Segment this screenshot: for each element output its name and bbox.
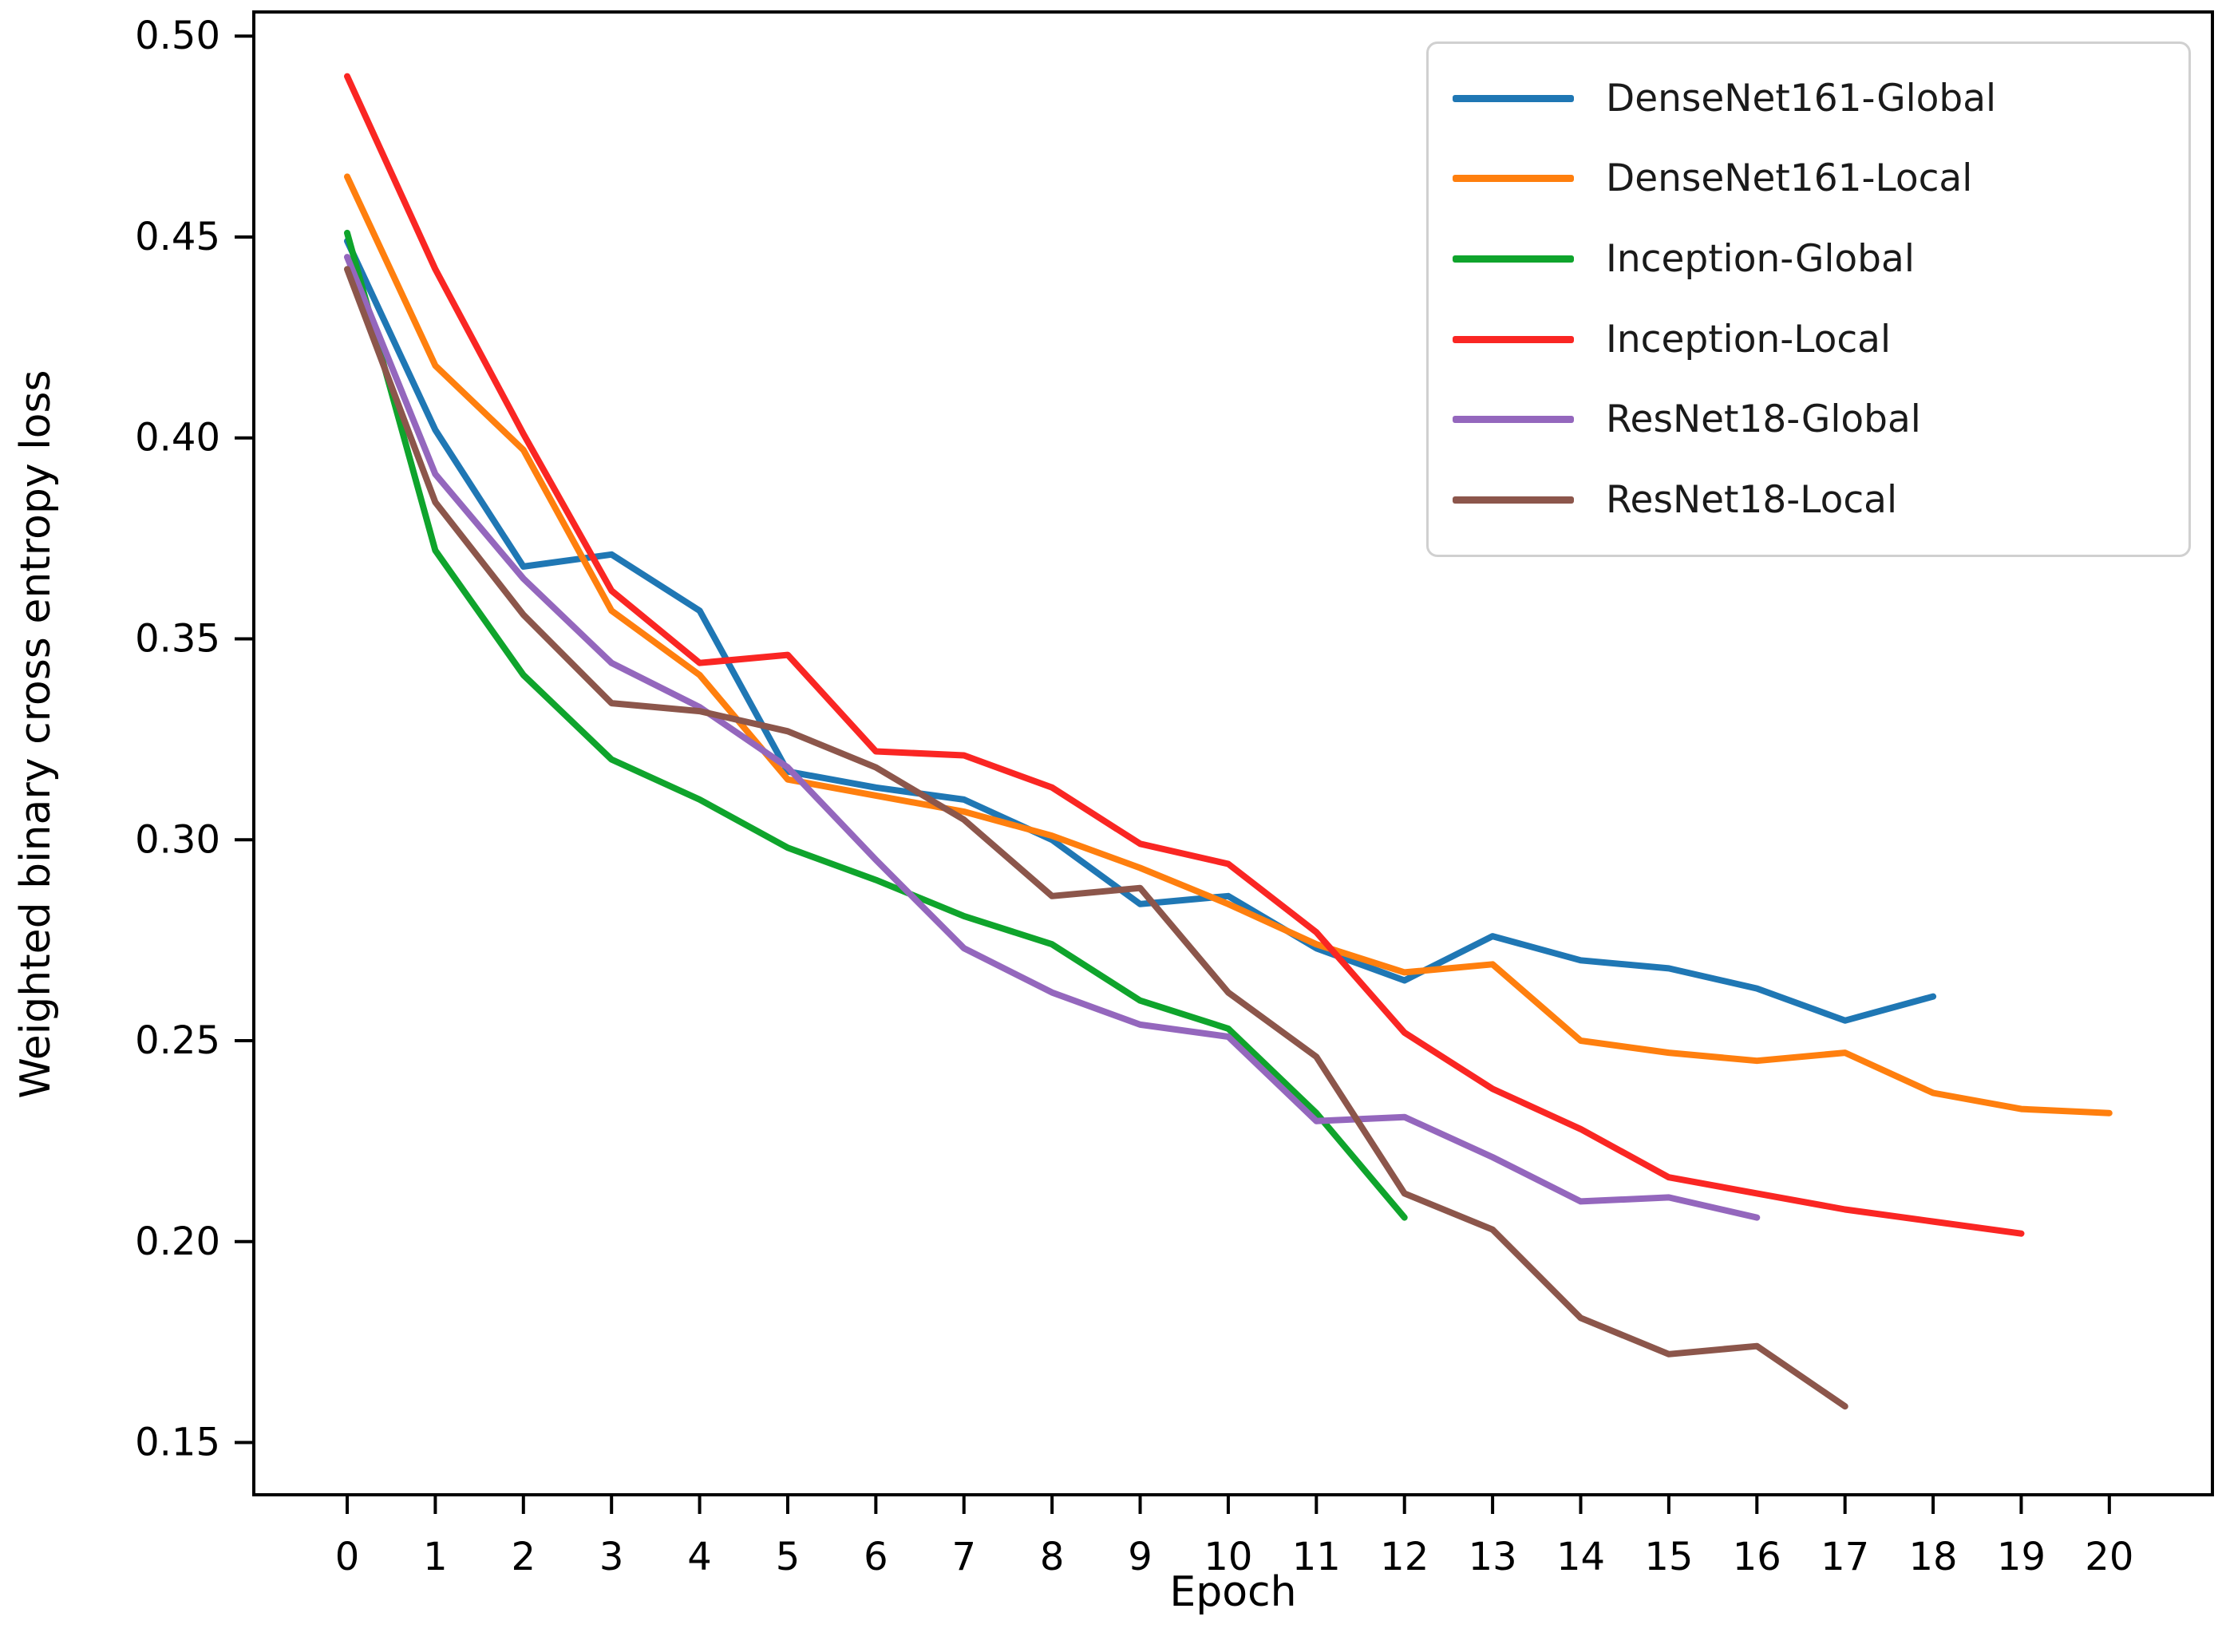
legend-item: Inception-Global bbox=[1453, 237, 2165, 281]
series-line-inception-global bbox=[344, 229, 1408, 1221]
series-line-inception-local bbox=[344, 73, 2025, 1237]
y-tick-label: 0.45 bbox=[135, 215, 220, 259]
x-tick-label: 13 bbox=[1469, 1535, 1517, 1579]
x-tick-label: 12 bbox=[1380, 1535, 1429, 1579]
x-tick-label: 9 bbox=[1128, 1535, 1152, 1579]
legend-label: DenseNet161-Global bbox=[1606, 76, 1997, 121]
x-tick-label: 14 bbox=[1556, 1535, 1605, 1579]
x-tick-label: 5 bbox=[776, 1535, 801, 1579]
legend: DenseNet161-Global DenseNet161-Local Inc… bbox=[1426, 41, 2191, 557]
series-line-resnet18-local bbox=[344, 266, 1848, 1410]
plot-frame bbox=[252, 10, 2214, 1496]
y-tick-label: 0.50 bbox=[135, 14, 220, 58]
series-line-densenet161-local bbox=[344, 173, 2113, 1116]
x-tick-label: 2 bbox=[512, 1535, 536, 1579]
legend-label: Inception-Global bbox=[1606, 237, 1915, 282]
x-tick-label: 7 bbox=[951, 1535, 976, 1579]
legend-item: DenseNet161-Global bbox=[1453, 77, 2165, 121]
y-tick-label: 0.20 bbox=[135, 1219, 220, 1264]
x-tick-label: 15 bbox=[1644, 1535, 1693, 1579]
x-tick-label: 20 bbox=[2085, 1535, 2133, 1579]
x-tick-label: 8 bbox=[1040, 1535, 1065, 1579]
x-tick-label: 11 bbox=[1292, 1535, 1341, 1579]
legend-item: ResNet18-Global bbox=[1453, 397, 2165, 441]
x-tick-label: 1 bbox=[423, 1535, 448, 1579]
x-tick-label: 4 bbox=[687, 1535, 712, 1579]
series-line-densenet161-global bbox=[344, 238, 1937, 1024]
x-tick-label: 17 bbox=[1821, 1535, 1869, 1579]
x-tick-label: 18 bbox=[1909, 1535, 1958, 1579]
legend-item: Inception-Local bbox=[1453, 318, 2165, 362]
x-tick-label: 0 bbox=[335, 1535, 360, 1579]
legend-line-swatch bbox=[1453, 335, 1574, 343]
y-tick-label: 0.25 bbox=[135, 1018, 220, 1063]
legend-line-swatch bbox=[1453, 255, 1574, 263]
x-tick-label: 6 bbox=[864, 1535, 888, 1579]
series-line-resnet18-global bbox=[344, 254, 1761, 1221]
legend-line-swatch bbox=[1453, 94, 1574, 102]
legend-line-swatch bbox=[1453, 496, 1574, 504]
legend-item: DenseNet161-Local bbox=[1453, 156, 2165, 200]
y-tick-label: 0.35 bbox=[135, 616, 220, 661]
legend-line-swatch bbox=[1453, 416, 1574, 424]
legend-label: Inception-Local bbox=[1606, 317, 1892, 362]
x-tick-label: 3 bbox=[599, 1535, 624, 1579]
x-tick-label: 19 bbox=[1997, 1535, 2046, 1579]
legend-line-swatch bbox=[1453, 175, 1574, 183]
x-tick-label: 16 bbox=[1733, 1535, 1781, 1579]
x-axis-label: Epoch bbox=[1169, 1568, 1297, 1616]
legend-label: ResNet18-Local bbox=[1606, 478, 1898, 523]
legend-item: ResNet18-Local bbox=[1453, 478, 2165, 522]
legend-label: ResNet18-Global bbox=[1606, 397, 1921, 442]
y-axis-label: Weighted binary cross entropy loss bbox=[12, 370, 60, 1099]
y-tick-label: 0.30 bbox=[135, 817, 220, 862]
y-tick-label: 0.15 bbox=[135, 1421, 220, 1465]
x-tick-label: 10 bbox=[1204, 1535, 1252, 1579]
legend-label: DenseNet161-Local bbox=[1606, 156, 1973, 201]
y-tick-label: 0.40 bbox=[135, 416, 220, 460]
